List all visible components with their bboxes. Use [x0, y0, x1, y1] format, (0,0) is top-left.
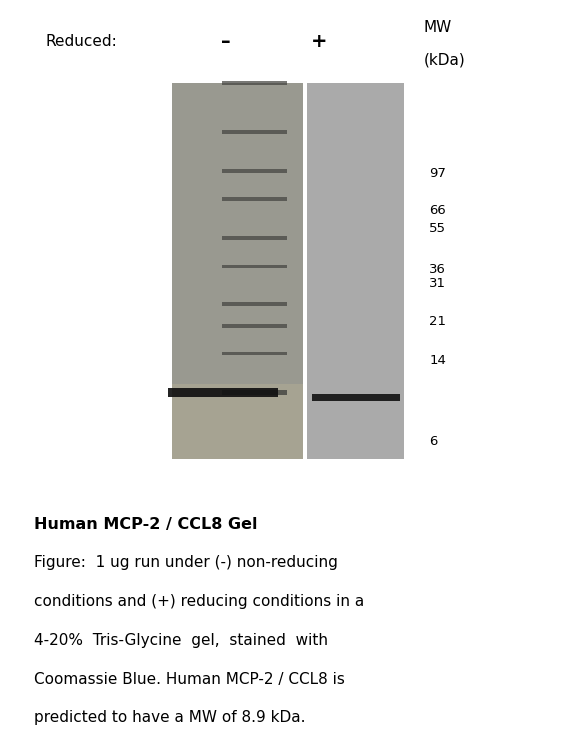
Bar [221, 130, 287, 134]
Text: predicted to have a MW of 8.9 kDa.: predicted to have a MW of 8.9 kDa. [34, 710, 306, 725]
Text: 36: 36 [429, 263, 446, 276]
Text: 66: 66 [429, 204, 446, 218]
Text: 97: 97 [429, 167, 446, 181]
Text: +: + [311, 32, 328, 51]
Text: 6: 6 [429, 435, 438, 448]
Text: Reduced:: Reduced: [45, 34, 117, 49]
Text: (kDa): (kDa) [424, 53, 466, 67]
Bar [305, 83, 404, 459]
Bar [221, 352, 287, 355]
Text: Coomassie Blue. Human MCP-2 / CCL8 is: Coomassie Blue. Human MCP-2 / CCL8 is [34, 672, 345, 687]
Text: MW: MW [424, 20, 452, 36]
Text: 31: 31 [429, 278, 446, 290]
Bar [168, 388, 278, 397]
Bar [221, 169, 287, 173]
Bar [221, 303, 287, 306]
Text: 4-20%  Tris-Glycine  gel,  stained  with: 4-20% Tris-Glycine gel, stained with [34, 633, 328, 648]
Bar [221, 390, 287, 395]
Text: conditions and (+) reducing conditions in a: conditions and (+) reducing conditions i… [34, 593, 364, 609]
Bar [303, 83, 307, 459]
Text: 21: 21 [429, 314, 446, 328]
Text: Human MCP-2 / CCL8 Gel: Human MCP-2 / CCL8 Gel [34, 517, 258, 532]
Bar [221, 197, 287, 201]
Bar [312, 394, 400, 401]
Bar [221, 236, 287, 240]
Bar [172, 384, 303, 459]
Bar [221, 81, 287, 85]
Bar [172, 83, 305, 459]
Text: 14: 14 [429, 354, 446, 366]
Bar [221, 265, 287, 269]
Text: 55: 55 [429, 222, 446, 235]
Bar [221, 324, 287, 328]
Text: Figure:  1 ug run under (-) non-reducing: Figure: 1 ug run under (-) non-reducing [34, 555, 338, 570]
Text: –: – [221, 32, 231, 51]
